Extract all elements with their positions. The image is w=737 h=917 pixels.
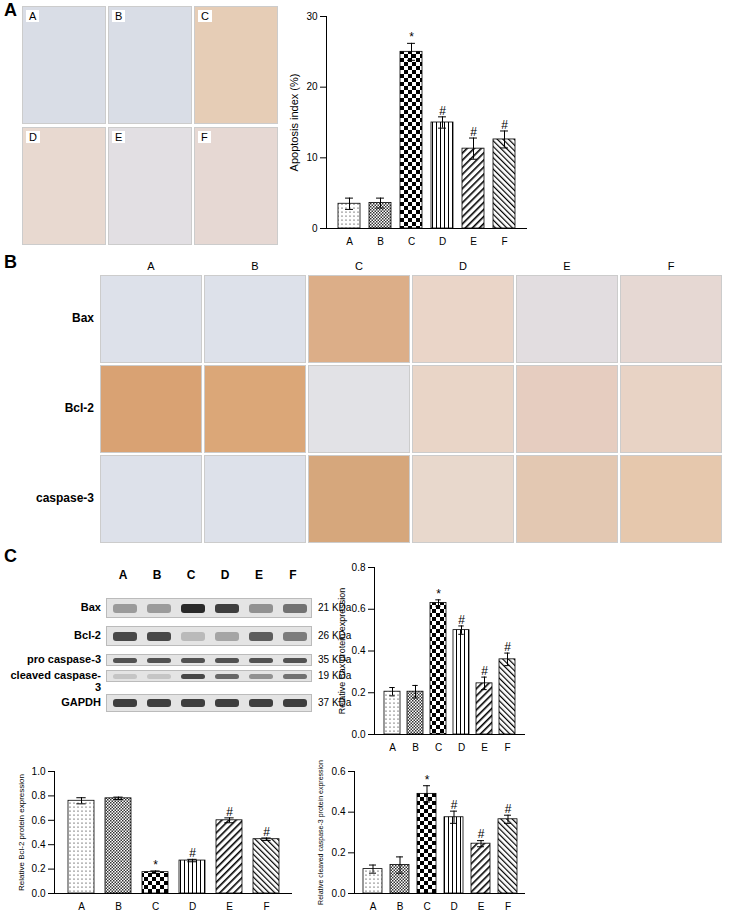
svg-text:B: B <box>115 901 122 912</box>
html-text:D: D <box>29 131 37 143</box>
svg-text:Relative Bax protein expressio: Relative Bax protein expression <box>337 588 347 715</box>
html-text:37 KDa: 37 KDa <box>318 697 352 708</box>
svg-text:0.4: 0.4 <box>332 806 346 817</box>
svg-text:*: * <box>425 773 430 787</box>
svg-text:#: # <box>481 664 488 678</box>
svg-text:0.6: 0.6 <box>32 815 46 826</box>
svg-text:B: B <box>377 236 384 247</box>
html-text:B: B <box>152 568 162 582</box>
html-text:Bcl-2: Bcl-2 <box>64 401 94 415</box>
svg-text:A: A <box>389 742 396 753</box>
svg-text:D: D <box>450 901 457 912</box>
svg-text:Relative Bcl-2 protein express: Relative Bcl-2 protein expression <box>17 774 26 891</box>
html-text:E: E <box>115 131 123 143</box>
html-text:F: F <box>289 568 297 582</box>
svg-text:#: # <box>226 805 233 819</box>
html-text:B: B <box>4 252 17 272</box>
svg-text:E: E <box>470 236 477 247</box>
svg-text:D: D <box>189 901 196 912</box>
html-text:GAPDH: GAPDH <box>61 696 101 708</box>
html-text:B: B <box>251 260 259 272</box>
svg-text:0: 0 <box>312 223 318 234</box>
svg-text:A: A <box>78 901 85 912</box>
html-text:pro caspase-3: pro caspase-3 <box>27 653 101 665</box>
svg-text:#: # <box>478 827 485 841</box>
svg-text:B: B <box>412 742 419 753</box>
svg-text:0.2: 0.2 <box>32 863 46 874</box>
html-text:A: A <box>29 10 37 22</box>
svg-text:0.4: 0.4 <box>352 645 366 656</box>
svg-text:#: # <box>451 798 458 812</box>
svg-text:E: E <box>226 901 233 912</box>
html-text:A: A <box>147 260 155 272</box>
html-text:D: D <box>220 568 230 582</box>
svg-text:E: E <box>478 901 485 912</box>
svg-text:*: * <box>436 587 441 601</box>
svg-text:0.2: 0.2 <box>352 687 366 698</box>
svg-text:F: F <box>505 901 511 912</box>
html-text:Bcl-2: Bcl-2 <box>74 629 101 641</box>
html-text:D: D <box>459 260 467 272</box>
html-text:F: F <box>667 260 675 272</box>
svg-text:F: F <box>263 901 269 912</box>
svg-text:B: B <box>397 901 404 912</box>
svg-text:C: C <box>408 236 415 247</box>
svg-text:#: # <box>439 104 446 118</box>
html-text:A: A <box>118 568 128 582</box>
html-text:B: B <box>115 10 123 22</box>
svg-text:10: 10 <box>306 152 318 163</box>
svg-text:0.0: 0.0 <box>32 888 46 899</box>
svg-text:20: 20 <box>306 81 318 92</box>
html-text:Bax: Bax <box>80 601 101 613</box>
svg-text:0.8: 0.8 <box>352 562 366 573</box>
html-text:C: C <box>186 568 196 582</box>
svg-text:#: # <box>505 802 512 816</box>
svg-text:#: # <box>470 125 477 139</box>
html-text:Bax: Bax <box>72 311 94 325</box>
svg-text:0.0: 0.0 <box>352 729 366 740</box>
svg-text:F: F <box>504 742 510 753</box>
svg-text:#: # <box>263 825 270 839</box>
svg-text:C: C <box>435 742 442 753</box>
svg-text:A: A <box>346 236 353 247</box>
svg-text:#: # <box>501 118 508 132</box>
svg-text:#: # <box>504 640 511 654</box>
svg-text:Relative cleaved caspase-3 pro: Relative cleaved caspase-3 protein expre… <box>317 760 325 905</box>
svg-text:0.0: 0.0 <box>332 888 346 899</box>
html-text:35 KDa: 35 KDa <box>318 654 352 665</box>
html-text:C: C <box>4 546 17 566</box>
html-text:F: F <box>201 131 208 143</box>
svg-text:0.8: 0.8 <box>32 790 46 801</box>
svg-text:*: * <box>153 858 158 872</box>
html-text:caspase-3: caspase-3 <box>36 491 94 505</box>
svg-text:C: C <box>152 901 159 912</box>
svg-text:0.2: 0.2 <box>332 847 346 858</box>
html-text:A: A <box>4 0 17 20</box>
html-text:C: C <box>201 10 209 22</box>
svg-text:E: E <box>481 742 488 753</box>
svg-text:0.6: 0.6 <box>332 766 346 777</box>
svg-text:30: 30 <box>306 11 318 22</box>
html-text:C: C <box>355 260 363 272</box>
svg-text:Apoptosis index (%): Apoptosis index (%) <box>288 74 300 172</box>
svg-text:#: # <box>189 846 196 860</box>
html-text:E: E <box>563 260 571 272</box>
svg-text:0.6: 0.6 <box>352 603 366 614</box>
svg-text:D: D <box>439 236 446 247</box>
html-text:21 KDa: 21 KDa <box>318 602 352 613</box>
html-text:cleaved caspase-3: cleaved caspase-3 <box>10 669 101 693</box>
svg-text:1.0: 1.0 <box>32 766 46 777</box>
html-text:26 KDa: 26 KDa <box>318 630 352 641</box>
svg-text:F: F <box>501 236 507 247</box>
svg-text:*: * <box>409 30 414 44</box>
html-text:19 KDa: 19 KDa <box>318 670 352 681</box>
html-text:E: E <box>255 568 263 582</box>
svg-text:D: D <box>458 742 465 753</box>
svg-text:#: # <box>458 613 465 627</box>
svg-text:A: A <box>370 901 377 912</box>
svg-text:0.4: 0.4 <box>32 839 46 850</box>
svg-text:C: C <box>423 901 430 912</box>
